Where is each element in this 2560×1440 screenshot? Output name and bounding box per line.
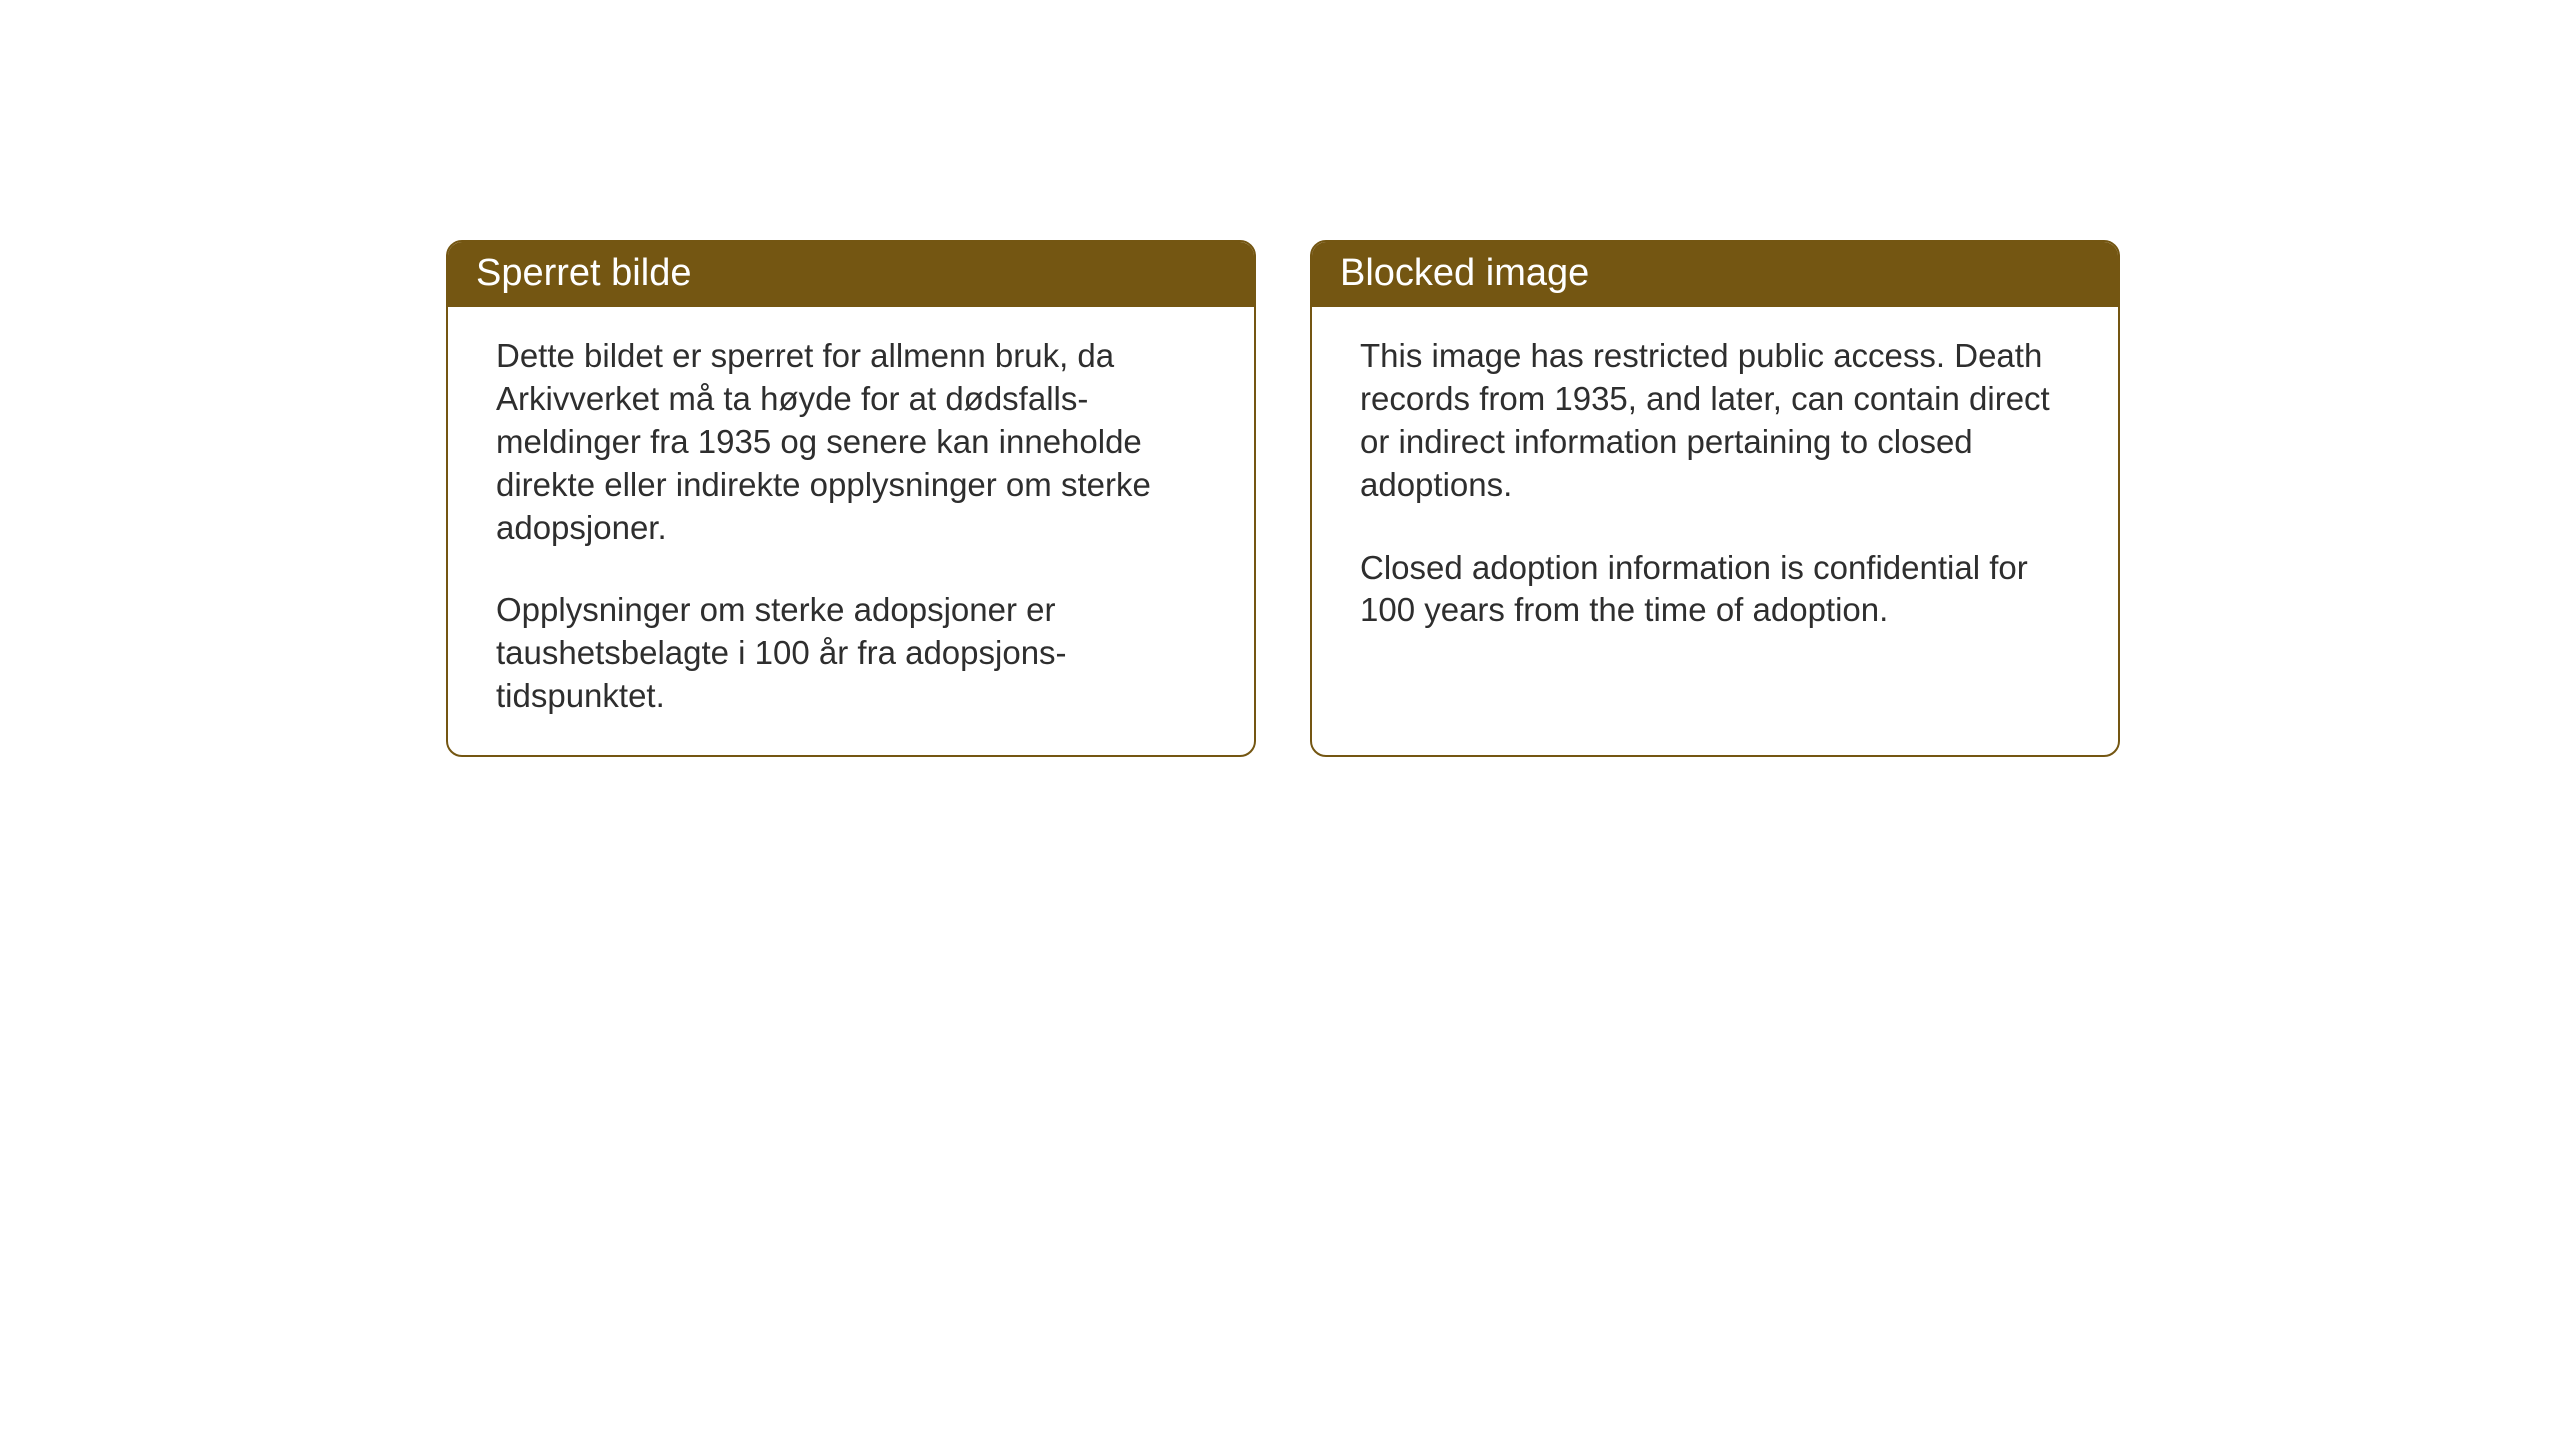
paragraph-english-1: This image has restricted public access.…	[1360, 335, 2076, 507]
paragraph-english-2: Closed adoption information is confident…	[1360, 547, 2076, 633]
card-body-english: This image has restricted public access.…	[1312, 307, 2118, 755]
notice-card-english: Blocked image This image has restricted …	[1310, 240, 2120, 757]
card-header-english: Blocked image	[1312, 242, 2118, 307]
card-header-norwegian: Sperret bilde	[448, 242, 1254, 307]
paragraph-norwegian-1: Dette bildet er sperret for allmenn bruk…	[496, 335, 1212, 549]
notice-cards-container: Sperret bilde Dette bildet er sperret fo…	[446, 240, 2120, 757]
paragraph-norwegian-2: Opplysninger om sterke adopsjoner er tau…	[496, 589, 1212, 718]
notice-card-norwegian: Sperret bilde Dette bildet er sperret fo…	[446, 240, 1256, 757]
card-body-norwegian: Dette bildet er sperret for allmenn bruk…	[448, 307, 1254, 755]
